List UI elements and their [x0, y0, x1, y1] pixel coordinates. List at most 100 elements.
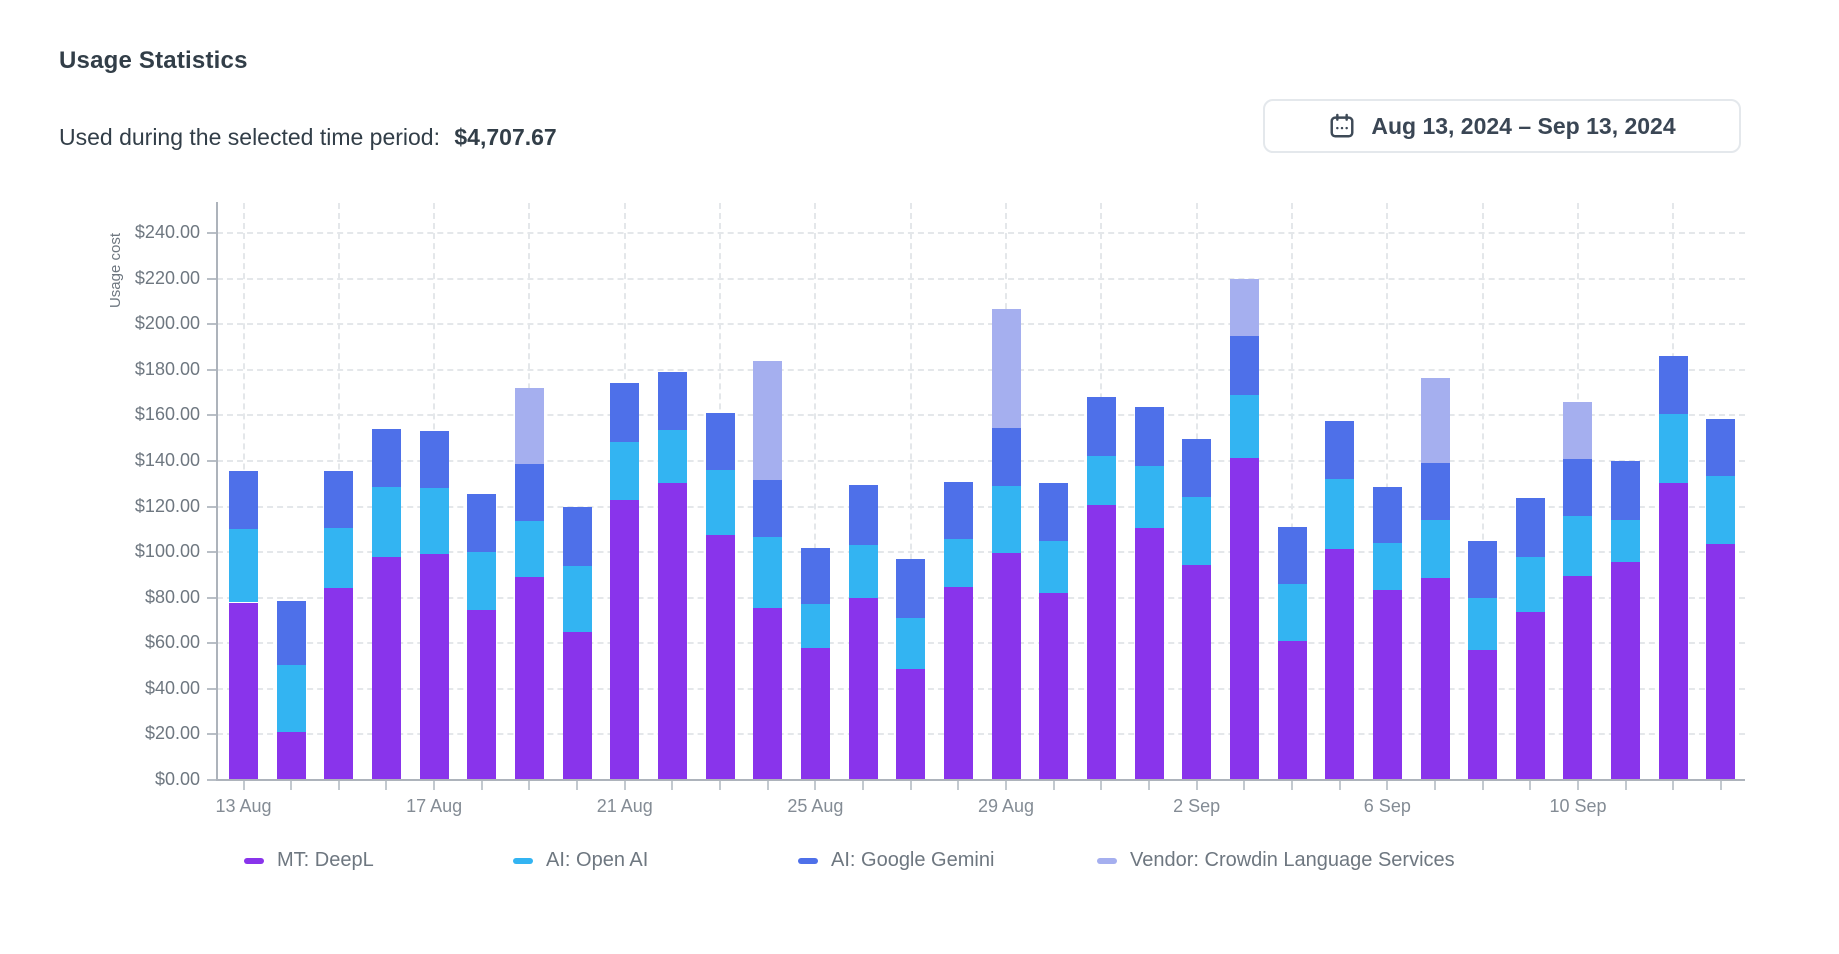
bar-segment[interactable] [1658, 356, 1688, 414]
bar-segment[interactable] [276, 731, 306, 779]
bar-segment[interactable] [800, 603, 830, 649]
legend-item[interactable]: AI: Google Gemini [798, 849, 994, 872]
bar-segment[interactable] [1420, 519, 1450, 578]
bar-segment[interactable] [1277, 641, 1307, 779]
bar-segment[interactable] [1277, 584, 1307, 642]
bar-segment[interactable] [276, 664, 306, 732]
bar-segment[interactable] [610, 500, 640, 779]
bar-segment[interactable] [1515, 611, 1545, 779]
bar-segment[interactable] [753, 608, 783, 779]
bar-segment[interactable] [1611, 461, 1641, 521]
bar-segment[interactable] [1229, 335, 1259, 396]
bar-segment[interactable] [1182, 497, 1212, 565]
bar-segment[interactable] [229, 470, 258, 530]
bar-segment[interactable] [800, 547, 830, 604]
bar-segment[interactable] [419, 488, 449, 554]
bar-segment[interactable] [1420, 463, 1450, 520]
bar-segment[interactable] [229, 529, 258, 603]
bar-segment[interactable] [1563, 401, 1593, 459]
bar-segment[interactable] [514, 577, 544, 779]
bar-segment[interactable] [1372, 542, 1402, 590]
bar-segment[interactable] [419, 431, 449, 489]
bar-segment[interactable] [1468, 597, 1498, 651]
bar-segment[interactable] [1468, 540, 1498, 598]
bar-segment[interactable] [1658, 482, 1688, 779]
bar-segment[interactable] [324, 470, 354, 529]
bar-segment[interactable] [705, 469, 735, 536]
bar-segment[interactable] [991, 427, 1021, 486]
bar-segment[interactable] [1468, 650, 1498, 779]
bar-segment[interactable] [371, 487, 401, 557]
bar-segment[interactable] [1611, 520, 1641, 562]
legend-item[interactable]: Vendor: Crowdin Language Services [1097, 849, 1455, 872]
bar-segment[interactable] [848, 484, 878, 546]
bar-segment[interactable] [1134, 527, 1164, 779]
bar-segment[interactable] [562, 632, 592, 779]
bar-segment[interactable] [1182, 438, 1212, 498]
legend-item[interactable]: AI: Open AI [513, 849, 648, 872]
bar-segment[interactable] [657, 430, 687, 483]
bar-segment[interactable] [991, 485, 1021, 554]
bar-segment[interactable] [1515, 556, 1545, 612]
bar-segment[interactable] [324, 528, 354, 589]
bar-segment[interactable] [1706, 476, 1736, 544]
bar-segment[interactable] [1039, 541, 1069, 593]
bar-segment[interactable] [1229, 395, 1259, 458]
bar-segment[interactable] [1372, 487, 1402, 543]
bar-segment[interactable] [1611, 561, 1641, 779]
bar-segment[interactable] [1515, 497, 1545, 557]
legend-item[interactable]: MT: DeepL [244, 849, 374, 872]
bar-segment[interactable] [848, 597, 878, 779]
bar-segment[interactable] [514, 464, 544, 522]
bar-segment[interactable] [1372, 590, 1402, 779]
bar-segment[interactable] [514, 387, 544, 465]
bar-segment[interactable] [1658, 413, 1688, 483]
bar-segment[interactable] [467, 551, 497, 610]
bar-segment[interactable] [753, 361, 783, 481]
bar-segment[interactable] [1325, 420, 1355, 479]
bar-segment[interactable] [943, 539, 973, 588]
bar-segment[interactable] [1420, 577, 1450, 779]
bar-segment[interactable] [1039, 482, 1069, 542]
bar-segment[interactable] [943, 481, 973, 540]
bar-segment[interactable] [1325, 478, 1355, 549]
date-range-picker[interactable]: Aug 13, 2024 – Sep 13, 2024 [1263, 99, 1741, 153]
bar-segment[interactable] [1134, 407, 1164, 466]
bar-segment[interactable] [1420, 377, 1450, 464]
bar-segment[interactable] [657, 372, 687, 431]
bar-segment[interactable] [657, 482, 687, 779]
bar-segment[interactable] [467, 493, 497, 552]
bar-segment[interactable] [1086, 455, 1116, 506]
bar-segment[interactable] [991, 309, 1021, 428]
bar-segment[interactable] [610, 383, 640, 442]
bar-segment[interactable] [896, 669, 926, 779]
bar-segment[interactable] [229, 602, 258, 779]
bar-segment[interactable] [800, 648, 830, 779]
bar-segment[interactable] [1086, 505, 1116, 779]
bar-segment[interactable] [1229, 279, 1259, 336]
bar-segment[interactable] [896, 617, 926, 670]
bar-segment[interactable] [610, 442, 640, 501]
bar-segment[interactable] [1563, 575, 1593, 779]
bar-segment[interactable] [514, 521, 544, 578]
bar-segment[interactable] [848, 545, 878, 598]
bar-segment[interactable] [1039, 592, 1069, 779]
bar-segment[interactable] [896, 559, 926, 618]
bar-segment[interactable] [705, 535, 735, 779]
bar-segment[interactable] [562, 566, 592, 633]
bar-segment[interactable] [943, 587, 973, 779]
bar-segment[interactable] [753, 480, 783, 538]
bar-segment[interactable] [419, 553, 449, 779]
bar-segment[interactable] [1706, 543, 1736, 779]
bar-segment[interactable] [991, 553, 1021, 779]
bar-segment[interactable] [324, 588, 354, 779]
bar-segment[interactable] [1277, 527, 1307, 585]
bar-segment[interactable] [1563, 515, 1593, 576]
bar-segment[interactable] [1086, 396, 1116, 456]
bar-segment[interactable] [467, 609, 497, 779]
bar-segment[interactable] [371, 429, 401, 488]
bar-segment[interactable] [1182, 564, 1212, 779]
bar-segment[interactable] [276, 601, 306, 665]
bar-segment[interactable] [1563, 458, 1593, 516]
bar-segment[interactable] [371, 556, 401, 779]
